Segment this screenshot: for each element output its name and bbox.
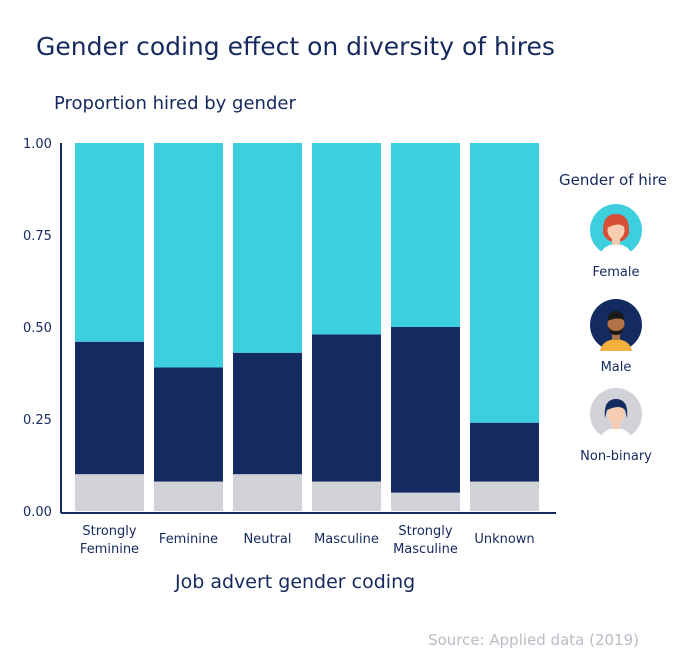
- x-tick-label: Strongly: [398, 524, 452, 539]
- legend-item-female: Female: [566, 204, 666, 280]
- x-tick-label: Neutral: [244, 532, 292, 547]
- legend-title: Gender of hire: [559, 171, 668, 189]
- bar-segment-female: [470, 143, 539, 423]
- legend-label: Female: [592, 265, 640, 280]
- y-tick-label: 1.00: [23, 137, 52, 152]
- y-tick-label: 0.75: [23, 229, 52, 244]
- legend-item-male: Male: [566, 299, 666, 375]
- bar-segment-male: [75, 341, 144, 475]
- x-tick-label: Feminine: [159, 532, 218, 547]
- x-axis-label: Job advert gender coding: [175, 571, 416, 593]
- bar-segment-male: [391, 327, 460, 493]
- bar-segment-female: [391, 143, 460, 327]
- female-avatar-icon: [590, 204, 642, 256]
- bar-segment-female: [154, 143, 223, 368]
- bar-segment-non-binary: [233, 474, 302, 511]
- y-tick-label: 0.50: [23, 321, 52, 336]
- legend-label: Non-binary: [580, 449, 652, 464]
- x-tick-label: Masculine: [393, 542, 458, 557]
- bar-segment-female: [75, 143, 144, 342]
- bar-segment-non-binary: [391, 492, 460, 511]
- legend-item-non-binary: Non-binary: [566, 388, 666, 464]
- y-tick-label: 0.00: [23, 505, 52, 520]
- chart-title: Gender coding effect on diversity of hir…: [36, 32, 555, 61]
- x-tick-label: Unknown: [474, 532, 534, 547]
- bar-segment-non-binary: [75, 474, 144, 511]
- bar-segment-non-binary: [470, 481, 539, 511]
- bar-segment-non-binary: [312, 481, 381, 511]
- bar-segment-male: [312, 334, 381, 482]
- y-tick-label: 0.25: [23, 413, 52, 428]
- x-tick-label: Masculine: [314, 532, 379, 547]
- legend-label: Male: [600, 360, 632, 375]
- source-note: Source: Applied data (2019): [428, 631, 639, 649]
- non-binary-avatar-icon: [590, 388, 642, 440]
- x-tick-label: Feminine: [80, 542, 139, 557]
- bar-segment-male: [154, 367, 223, 482]
- chart-subtitle: Proportion hired by gender: [54, 93, 296, 114]
- male-avatar-icon: [590, 299, 642, 351]
- bar-segment-female: [233, 143, 302, 353]
- bar-segment-male: [233, 352, 302, 475]
- bar-segment-male: [470, 422, 539, 482]
- x-tick-label: Strongly: [82, 524, 136, 539]
- bar-segment-non-binary: [154, 481, 223, 511]
- bar-segment-female: [312, 143, 381, 335]
